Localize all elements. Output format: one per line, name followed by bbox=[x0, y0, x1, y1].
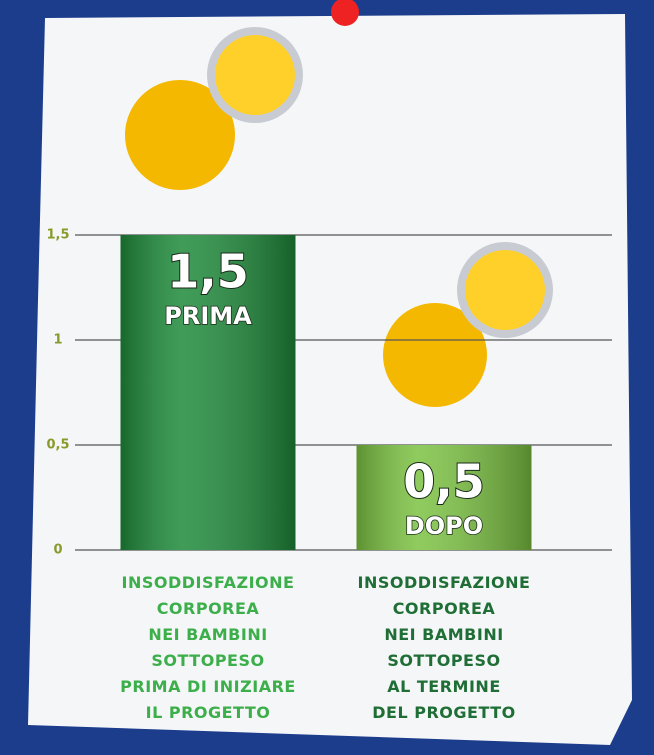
bar-annotation: DOPO bbox=[405, 512, 483, 540]
bar-annotation: PRIMA bbox=[164, 302, 252, 330]
y-tick-label: 0,5 bbox=[46, 438, 69, 453]
y-tick-label: 1 bbox=[53, 333, 62, 348]
value-label: 0,5 bbox=[403, 455, 485, 509]
category-label: INSODDISFAZIONE CORPOREA NEI BAMBINI SOT… bbox=[88, 570, 328, 726]
y-tick-label: 1,5 bbox=[46, 228, 69, 243]
page: 00,511,51,5PRIMA0,5DOPO (() => { const d… bbox=[0, 0, 654, 755]
value-label: 1,5 bbox=[167, 245, 249, 299]
y-tick-label: 0 bbox=[53, 543, 62, 558]
category-label: INSODDISFAZIONE CORPOREA NEI BAMBINI SOT… bbox=[324, 570, 564, 726]
